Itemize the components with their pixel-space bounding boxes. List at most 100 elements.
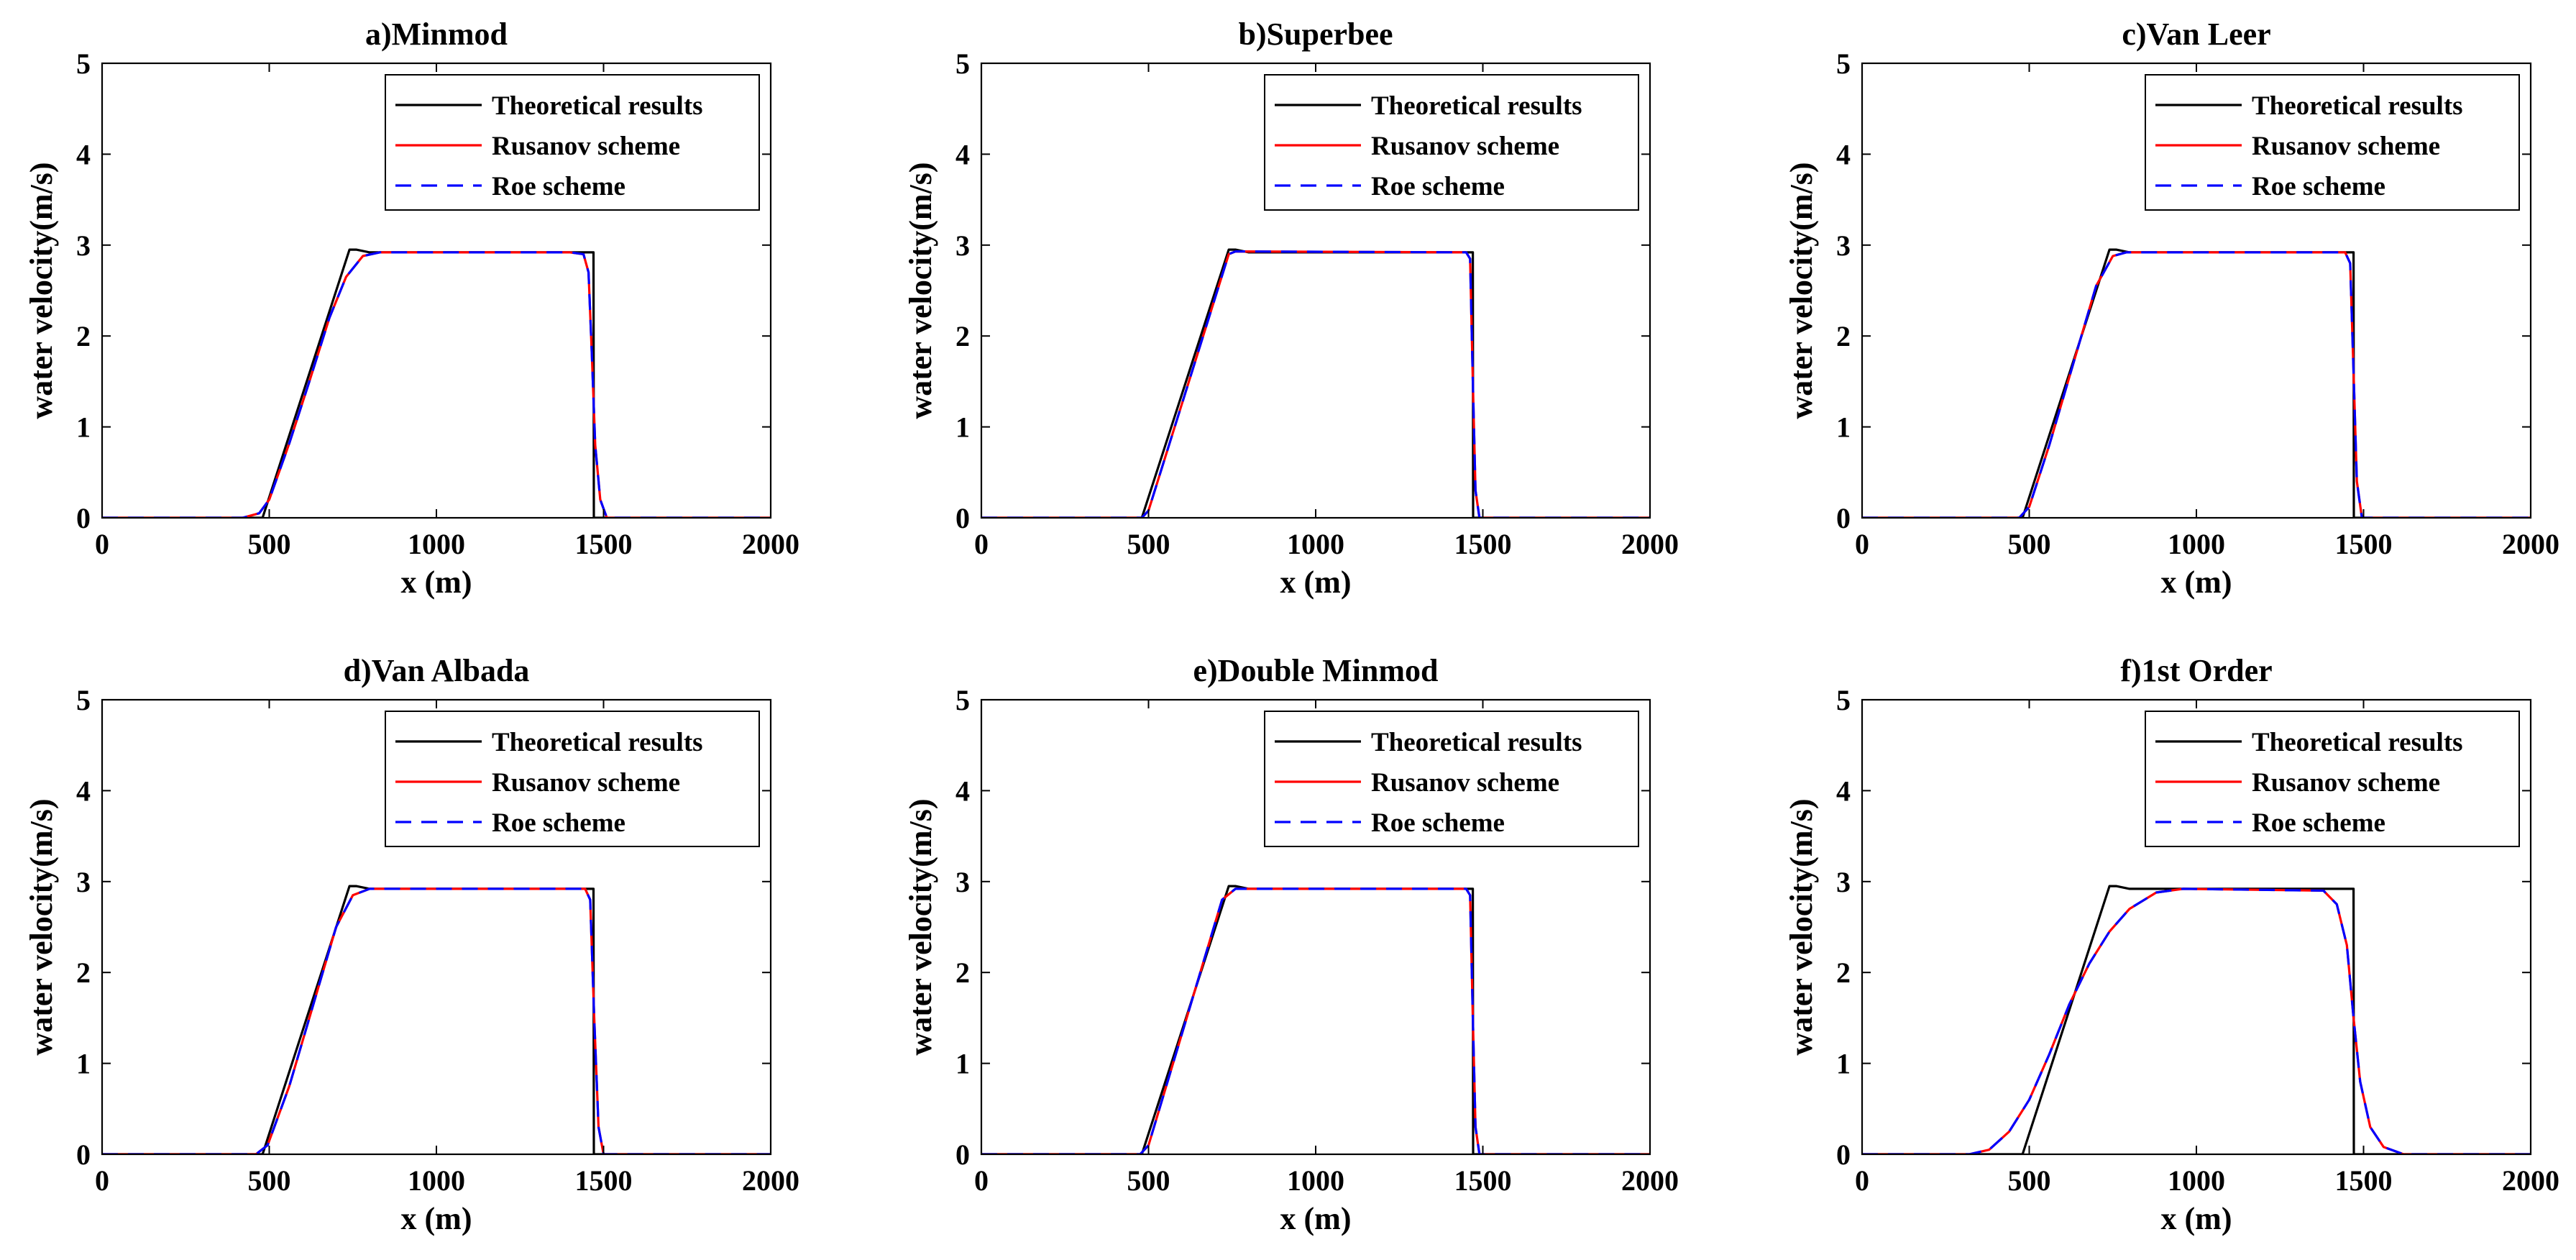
legend-label: Roe scheme xyxy=(1371,808,1505,838)
x-tick-label: 0 xyxy=(1855,1164,1869,1197)
y-tick-label: 1 xyxy=(955,1048,970,1080)
series-line-roe-scheme xyxy=(981,887,1650,1154)
y-tick-label: 3 xyxy=(76,866,91,898)
y-tick-label: 5 xyxy=(1836,47,1851,80)
x-tick-label: 0 xyxy=(1855,528,1869,560)
y-tick-label: 0 xyxy=(955,502,970,534)
y-tick-label: 4 xyxy=(1836,775,1851,807)
legend-box xyxy=(2145,74,2520,211)
legend-label: Theoretical results xyxy=(492,91,703,121)
x-tick-label: 500 xyxy=(2008,1164,2051,1197)
y-axis-label: water velocity(m/s) xyxy=(24,162,59,419)
series-line-rusanov-scheme xyxy=(1862,887,2531,1154)
x-tick-label: 1500 xyxy=(2335,528,2393,560)
y-tick-label: 5 xyxy=(1836,684,1851,716)
legend-label: Roe scheme xyxy=(492,808,625,838)
y-tick-label: 5 xyxy=(76,684,91,716)
y-tick-label: 1 xyxy=(1836,411,1851,444)
chart-title: d)Van Albada xyxy=(344,653,530,688)
y-tick-label: 1 xyxy=(955,411,970,444)
x-tick-label: 1500 xyxy=(2335,1164,2393,1197)
x-tick-label: 1000 xyxy=(2168,1164,2225,1197)
legend-label: Rusanov scheme xyxy=(2252,132,2440,161)
y-tick-label: 0 xyxy=(1836,502,1851,534)
chart-panel-2: b)Superbee 0 500 1000 1500 2000 0 1 2 3 4 5 x (m) wat… xyxy=(903,17,1679,600)
chart-panel-1: a)Minmod 0 500 1000 1500 2000 0 1 2 3 4 5 x (m) water… xyxy=(24,17,799,600)
series-line-rusanov-scheme xyxy=(981,887,1650,1154)
x-tick-label: 2000 xyxy=(742,1164,799,1197)
chart-panel-4: d)Van Albada 0 500 1000 1500 2000 0 1 2 3 4 5 x (m) w… xyxy=(24,653,799,1236)
y-tick-label: 3 xyxy=(1836,866,1851,898)
y-tick-label: 3 xyxy=(955,229,970,262)
x-tick-label: 1000 xyxy=(408,1164,465,1197)
y-tick-label: 4 xyxy=(955,138,970,170)
x-tick-label: 500 xyxy=(248,1164,291,1197)
legend: Theoretical results Rusanov scheme Roe sch… xyxy=(385,74,760,211)
chart-title: f)1st Order xyxy=(2120,653,2272,688)
legend-box xyxy=(385,711,760,847)
chart-title: e)Double Minmod xyxy=(1193,653,1439,688)
x-axis-label: x (m) xyxy=(2161,565,2232,600)
x-tick-label: 1000 xyxy=(1287,528,1344,560)
x-tick-label: 1500 xyxy=(1454,528,1512,560)
legend-label: Rusanov scheme xyxy=(1371,132,1559,161)
x-tick-label: 500 xyxy=(2008,528,2051,560)
x-axis-label: x (m) xyxy=(2161,1201,2232,1236)
x-tick-label: 1000 xyxy=(1287,1164,1344,1197)
x-tick-label: 1500 xyxy=(575,1164,633,1197)
x-axis-label: x (m) xyxy=(401,565,472,600)
y-tick-label: 3 xyxy=(76,229,91,262)
y-tick-label: 3 xyxy=(1836,229,1851,262)
series-line-roe-scheme xyxy=(102,887,771,1154)
y-tick-label: 2 xyxy=(1836,320,1851,352)
y-tick-label: 4 xyxy=(76,138,91,170)
x-tick-label: 2000 xyxy=(2502,528,2559,560)
legend-label: Roe scheme xyxy=(1371,172,1505,201)
legend: Theoretical results Rusanov scheme Roe sch… xyxy=(1264,74,1639,211)
chart-panel-3: c)Van Leer 0 500 1000 1500 2000 0 1 2 3 4 5 x (m) wat… xyxy=(1784,17,2559,600)
series-line-rusanov-scheme xyxy=(102,251,771,518)
legend-label: Rusanov scheme xyxy=(492,132,680,161)
y-tick-label: 2 xyxy=(76,957,91,989)
x-tick-label: 2000 xyxy=(1621,528,1679,560)
y-axis-label: water velocity(m/s) xyxy=(1784,798,1819,1055)
y-axis-label: water velocity(m/s) xyxy=(903,162,938,419)
legend-label: Roe scheme xyxy=(2252,172,2385,201)
series-line-roe-scheme xyxy=(102,251,771,518)
series-line-rusanov-scheme xyxy=(981,250,1650,518)
x-tick-label: 2000 xyxy=(2502,1164,2559,1197)
series-line-roe-scheme xyxy=(1862,887,2531,1154)
y-tick-label: 5 xyxy=(955,684,970,716)
x-tick-label: 500 xyxy=(1127,528,1170,560)
y-tick-label: 1 xyxy=(76,411,91,444)
x-tick-label: 1500 xyxy=(1454,1164,1512,1197)
legend-box xyxy=(385,74,760,211)
y-tick-label: 1 xyxy=(1836,1048,1851,1080)
x-tick-label: 2000 xyxy=(742,528,799,560)
series-line-theoretical-results xyxy=(102,248,771,518)
legend-label: Theoretical results xyxy=(2252,91,2463,121)
y-tick-label: 0 xyxy=(76,1138,91,1171)
legend-box xyxy=(1264,74,1639,211)
x-tick-label: 1500 xyxy=(575,528,633,560)
legend-label: Roe scheme xyxy=(492,172,625,201)
series-line-rusanov-scheme xyxy=(1862,251,2531,518)
legend-label: Rusanov scheme xyxy=(1371,768,1559,798)
y-axis-label: water velocity(m/s) xyxy=(24,798,59,1055)
series-line-theoretical-results xyxy=(1862,248,2531,518)
y-tick-label: 4 xyxy=(76,775,91,807)
y-tick-label: 4 xyxy=(955,775,970,807)
legend: Theoretical results Rusanov scheme Roe sch… xyxy=(385,711,760,847)
y-tick-label: 2 xyxy=(1836,957,1851,989)
x-axis-label: x (m) xyxy=(1280,565,1352,600)
legend-box xyxy=(2145,711,2520,847)
chart-title: a)Minmod xyxy=(365,17,508,52)
y-tick-label: 0 xyxy=(1836,1138,1851,1171)
x-tick-label: 0 xyxy=(95,528,109,560)
y-axis-label: water velocity(m/s) xyxy=(903,798,938,1055)
x-tick-label: 1000 xyxy=(2168,528,2225,560)
y-axis-label: water velocity(m/s) xyxy=(1784,162,1819,419)
y-tick-label: 5 xyxy=(76,47,91,80)
chart-title: b)Superbee xyxy=(1238,17,1393,52)
x-tick-label: 500 xyxy=(248,528,291,560)
